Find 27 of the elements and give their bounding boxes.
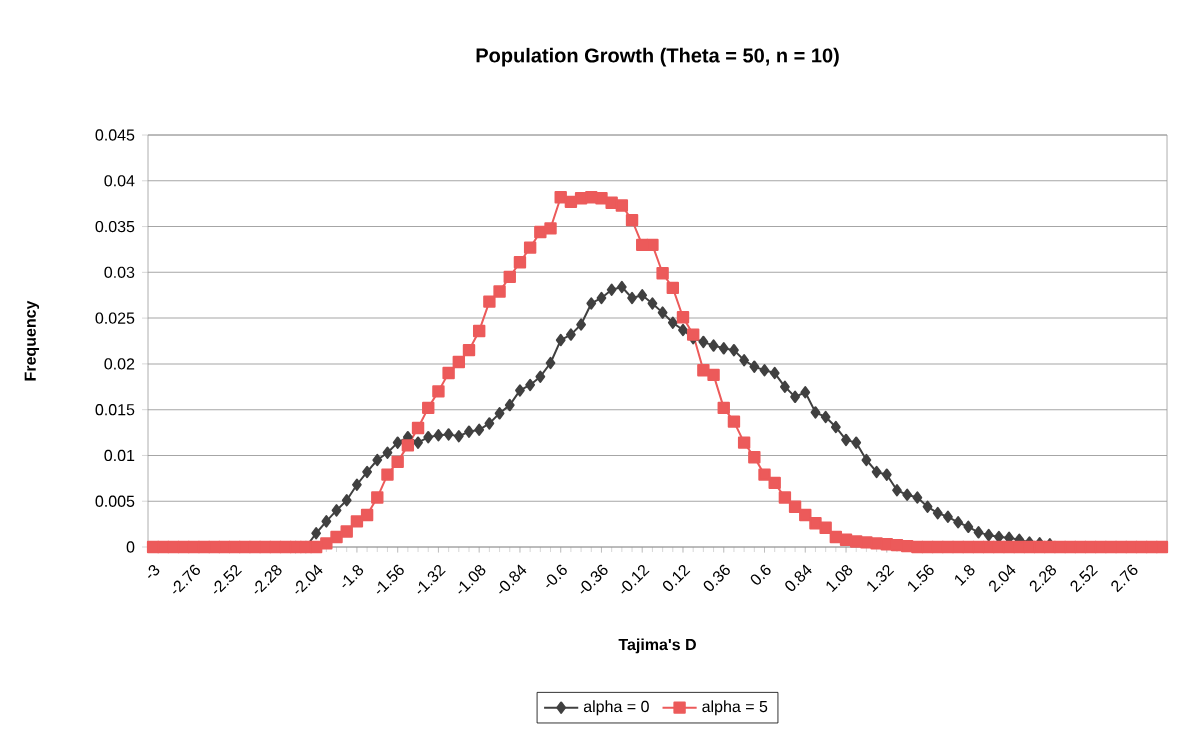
y-axis-title: Frequency [24, 300, 40, 381]
y-tick-label: 0 [126, 541, 135, 553]
x-tick-label: 0.6 [750, 564, 771, 585]
y-tick-label: 0.01 [104, 449, 135, 462]
x-tick-label: -3 [148, 564, 160, 578]
x-tick-label: 2.52 [1070, 564, 1098, 593]
x-tick-label: 0.12 [663, 564, 691, 591]
x-tick-label: 0.84 [785, 564, 812, 591]
y-tick-label: 0.035 [95, 220, 135, 233]
chart-title: Population Growth (Theta = 50, n = 10) [476, 47, 839, 67]
y-tick-label: 0.03 [104, 266, 135, 279]
y-tick-label: 0.02 [104, 358, 135, 370]
x-tick-label: 1.32 [867, 564, 895, 593]
x-tick-label: 1.8 [955, 564, 975, 586]
y-tick-label: 0.005 [95, 495, 135, 507]
y-tick-label: 0.045 [95, 129, 135, 141]
legend-label: alpha = 0 [583, 700, 649, 716]
x-tick-label: -0.6 [546, 564, 567, 588]
x-tick-label: 0.36 [703, 564, 730, 591]
y-tick-label: 0.015 [95, 404, 135, 416]
x-axis-title: Tajima's D [618, 638, 696, 654]
x-tick-label: -1.8 [342, 564, 364, 588]
y-tick-label: 0.04 [104, 175, 135, 187]
x-tick-label: 2.28 [1029, 564, 1057, 593]
y-tick-label: 0.025 [95, 312, 135, 324]
legend-label: alpha = 5 [702, 700, 768, 716]
x-tick-label: 1.08 [826, 564, 853, 593]
